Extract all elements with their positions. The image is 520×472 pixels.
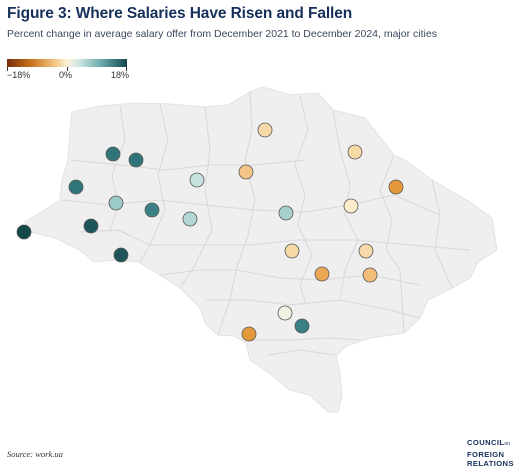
logo-line-council: COUNCIL xyxy=(467,438,505,447)
city-marker[interactable] xyxy=(294,318,310,334)
city-marker[interactable] xyxy=(257,122,273,138)
city-marker[interactable] xyxy=(284,243,300,259)
logo-line-foreign: FOREIGN xyxy=(467,449,505,459)
city-marker[interactable] xyxy=(358,243,374,259)
city-marker[interactable] xyxy=(278,205,294,221)
legend-tick-min xyxy=(7,67,8,71)
country-outline xyxy=(24,86,498,413)
city-marker[interactable] xyxy=(388,179,404,195)
city-marker[interactable] xyxy=(238,164,254,180)
legend-tick-zero xyxy=(67,67,68,71)
legend-tick-max xyxy=(126,67,127,71)
city-marker[interactable] xyxy=(113,247,129,263)
source-note: Source: work.ua xyxy=(7,449,63,459)
legend-gradient-bar xyxy=(7,59,127,67)
city-marker[interactable] xyxy=(108,195,124,211)
city-marker[interactable] xyxy=(277,305,293,321)
city-marker[interactable] xyxy=(241,326,257,342)
logo-line-relations: RELATIONS xyxy=(467,459,514,469)
city-markers xyxy=(16,122,404,342)
legend-label-max: 18% xyxy=(111,70,130,80)
legend-label-zero: 0% xyxy=(59,70,73,80)
city-marker[interactable] xyxy=(189,172,205,188)
city-marker[interactable] xyxy=(128,152,144,168)
city-marker[interactable] xyxy=(105,146,121,162)
legend-label-min: −18% xyxy=(7,70,31,80)
city-marker[interactable] xyxy=(343,198,359,214)
logo-small-on: on xyxy=(504,441,510,447)
city-marker[interactable] xyxy=(83,218,99,234)
color-legend: −18% 0% 18% xyxy=(7,59,129,80)
city-marker[interactable] xyxy=(182,211,198,227)
city-marker[interactable] xyxy=(314,266,330,282)
city-marker[interactable] xyxy=(362,267,378,283)
city-marker[interactable] xyxy=(16,224,32,240)
region-borders xyxy=(61,91,471,356)
city-marker[interactable] xyxy=(144,202,160,218)
city-marker[interactable] xyxy=(347,144,363,160)
figure-subtitle: Percent change in average salary offer f… xyxy=(7,28,437,40)
figure-title: Figure 3: Where Salaries Have Risen and … xyxy=(7,5,353,22)
city-marker[interactable] xyxy=(68,179,84,195)
cfr-logo: COUNCILon FOREIGN RELATIONS xyxy=(467,438,514,469)
